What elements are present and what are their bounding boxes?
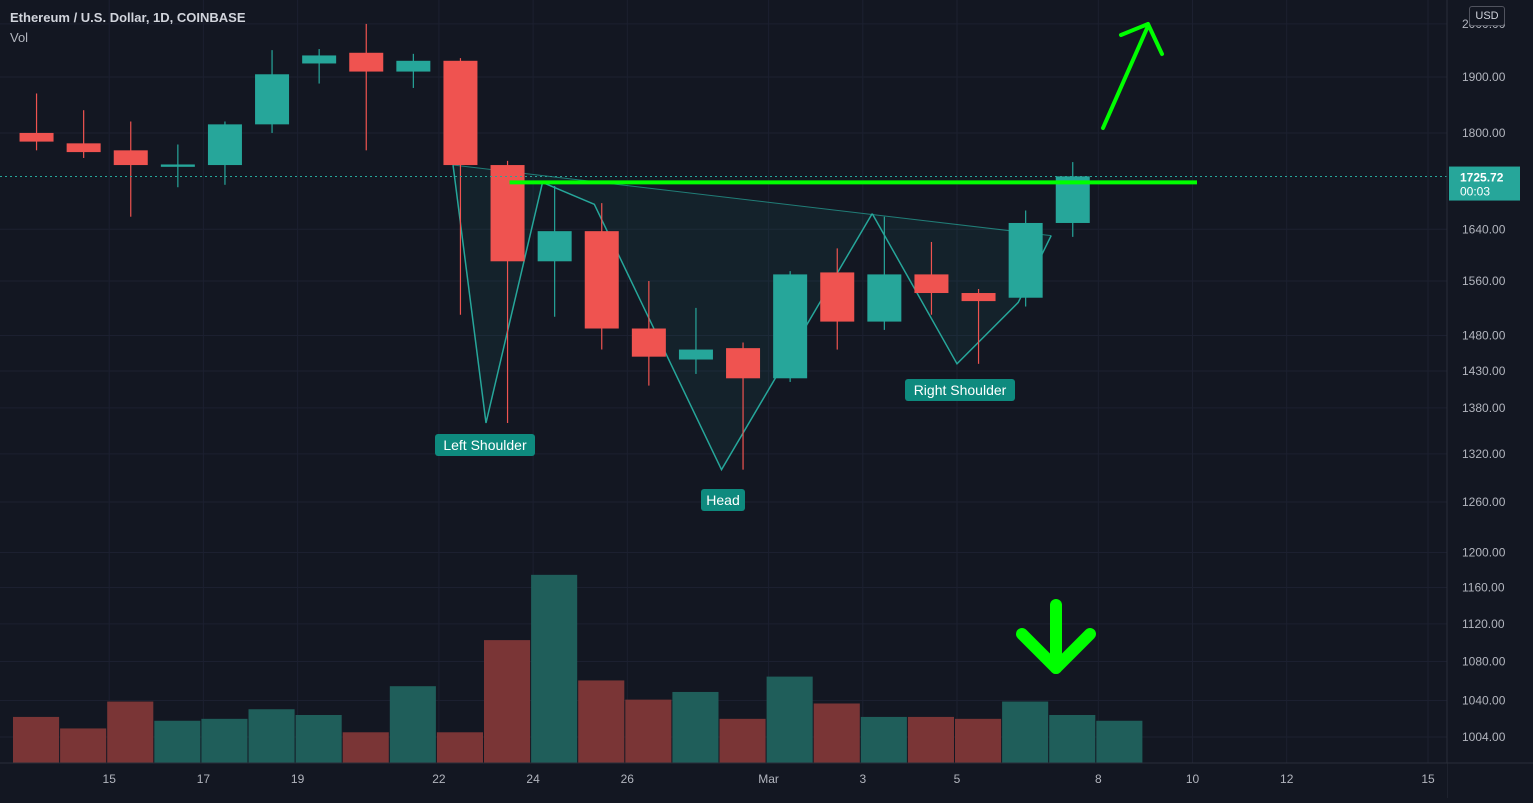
volume-bar	[13, 716, 60, 763]
volume-bar	[295, 715, 342, 763]
candle-body[interactable]	[678, 349, 713, 360]
x-tick-label: 10	[1186, 772, 1200, 786]
y-tick-label: 1380.00	[1462, 401, 1506, 415]
volume-bar	[860, 716, 907, 763]
annotation-left-shoulder[interactable]: Left Shoulder	[443, 437, 527, 453]
candle-body[interactable]	[961, 293, 996, 302]
currency-button[interactable]: USD	[1469, 6, 1505, 26]
candle-body[interactable]	[537, 231, 572, 262]
y-tick-label: 1640.00	[1462, 222, 1506, 236]
candle-body[interactable]	[302, 55, 337, 64]
volume-bar	[672, 691, 719, 763]
candle-body[interactable]	[914, 274, 949, 294]
volume-bar	[813, 703, 860, 763]
volume-bar	[907, 716, 954, 763]
candle-body[interactable]	[773, 274, 808, 379]
price-axis[interactable]	[1447, 0, 1533, 798]
y-tick-label: 1040.00	[1462, 694, 1506, 708]
volume-bar	[342, 732, 389, 763]
up-arrow-head-icon	[1119, 22, 1164, 56]
volume-bar	[531, 574, 578, 763]
last-price-value: 1725.72	[1460, 171, 1504, 185]
y-tick-label: 1160.00	[1462, 581, 1505, 595]
x-tick-label: 8	[1095, 772, 1102, 786]
x-tick-label: 15	[1421, 772, 1435, 786]
pattern-fill	[453, 165, 1052, 470]
x-tick-label: 15	[103, 772, 117, 786]
volume-bar	[436, 732, 483, 763]
candle-body[interactable]	[255, 74, 290, 125]
volume-bar	[1096, 720, 1143, 763]
candle-body[interactable]	[113, 150, 148, 166]
pattern-top-line	[452, 164, 1052, 237]
volume-bar	[1049, 715, 1096, 763]
candle-body[interactable]	[726, 348, 761, 379]
last-price-tag[interactable]	[1449, 166, 1520, 201]
candle-body[interactable]	[1008, 222, 1043, 298]
down-arrow-head-icon	[1016, 628, 1096, 674]
candle-body[interactable]	[19, 132, 54, 142]
volume-bar	[578, 680, 625, 763]
countdown-value: 00:03	[1460, 185, 1490, 199]
x-tick-label: 5	[954, 772, 961, 786]
x-tick-label: Mar	[758, 772, 779, 786]
candle-body[interactable]	[631, 328, 666, 357]
symbol-title[interactable]: Ethereum / U.S. Dollar, 1D, COINBASE	[10, 10, 246, 25]
candle-body[interactable]	[584, 231, 619, 329]
y-tick-label: 1004.00	[1462, 730, 1506, 744]
y-tick-label: 1080.00	[1462, 654, 1506, 668]
volume-bar	[201, 718, 248, 763]
up-arrow-icon	[1101, 24, 1150, 130]
volume-bar	[719, 718, 766, 763]
left-shoulder-line	[452, 164, 544, 424]
y-tick-label: 1120.00	[1462, 617, 1505, 631]
y-tick-label: 1430.00	[1462, 364, 1506, 378]
time-axis[interactable]	[0, 763, 1447, 798]
volume-bar	[955, 718, 1002, 763]
volume-indicator-label[interactable]: Vol	[10, 30, 29, 45]
y-tick-label: 1560.00	[1462, 274, 1506, 288]
candle-body[interactable]	[349, 52, 384, 72]
volume-bar	[107, 701, 154, 763]
annotation-label-bg	[435, 434, 535, 456]
volume-bar	[766, 676, 813, 763]
x-tick-label: 19	[291, 772, 305, 786]
x-tick-label: 17	[197, 772, 211, 786]
candle-body[interactable]	[396, 60, 431, 72]
volume-bar	[389, 686, 436, 763]
volume-bar	[154, 720, 201, 763]
y-tick-label: 1900.00	[1462, 70, 1506, 84]
x-tick-label: 26	[621, 772, 635, 786]
x-tick-label: 12	[1280, 772, 1294, 786]
annotation-label-bg	[701, 489, 745, 511]
volume-bar	[248, 709, 295, 763]
candle-body[interactable]	[443, 60, 478, 166]
x-tick-label: 24	[526, 772, 540, 786]
candle-body[interactable]	[207, 124, 242, 166]
annotation-head[interactable]: Head	[706, 492, 739, 508]
y-tick-label: 1480.00	[1462, 328, 1506, 342]
x-tick-label: 3	[859, 772, 866, 786]
annotation-right-shoulder[interactable]: Right Shoulder	[914, 382, 1007, 398]
y-tick-label: 1320.00	[1462, 447, 1506, 461]
y-tick-label: 1260.00	[1462, 495, 1506, 509]
candle-body[interactable]	[490, 165, 525, 262]
candle-body[interactable]	[66, 143, 101, 153]
candle-body[interactable]	[867, 274, 902, 322]
volume-bar	[1002, 701, 1049, 763]
annotation-label-bg	[905, 379, 1015, 401]
volume-bar	[625, 699, 672, 763]
x-tick-label: 22	[432, 772, 446, 786]
volume-bar	[484, 640, 531, 763]
volume-bar	[60, 728, 107, 763]
candle-body[interactable]	[820, 272, 855, 322]
y-tick-label: 1200.00	[1462, 545, 1506, 559]
y-tick-label: 1800.00	[1462, 126, 1506, 140]
candle-body[interactable]	[160, 164, 195, 167]
